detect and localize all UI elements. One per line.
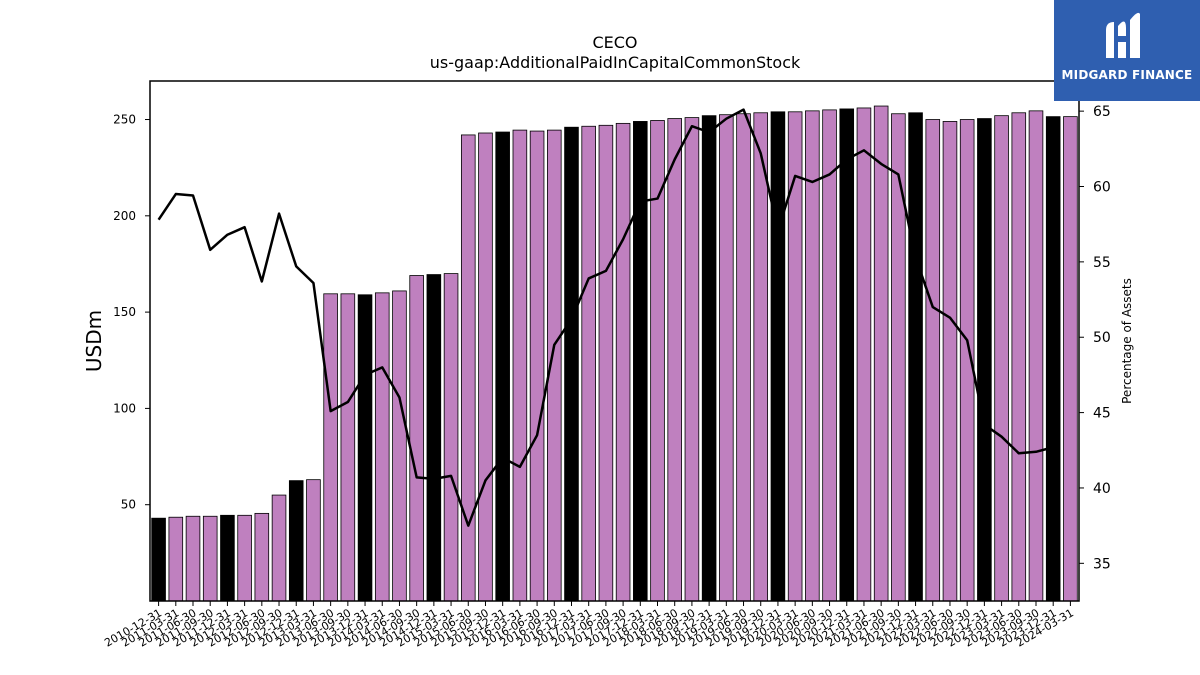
bar [202, 515, 218, 602]
bar [925, 119, 941, 602]
bar [306, 479, 321, 602]
y2-axis-label: Percentage of Assets [1120, 278, 1134, 404]
bar [168, 516, 184, 602]
bar [392, 290, 407, 602]
bar [254, 512, 270, 602]
bar [994, 115, 1009, 602]
bar [1063, 116, 1078, 602]
bar [409, 275, 424, 602]
bar [908, 112, 923, 602]
y2-tick-label: 55 [1093, 255, 1111, 271]
bar [323, 293, 338, 602]
bar [839, 108, 855, 602]
bars-layer [151, 105, 1078, 602]
bar [237, 514, 252, 602]
bar [684, 117, 700, 602]
y2-tick-label: 65 [1093, 104, 1111, 120]
y-tick-label: 100 [113, 401, 136, 415]
bar [151, 517, 166, 602]
bar [633, 121, 648, 602]
chart-subtitle: us-gaap:AdditionalPaidInCapitalCommonSto… [430, 53, 801, 72]
line-layer [157, 108, 1054, 527]
bar [822, 109, 837, 602]
bar [805, 110, 820, 602]
y-tick-label: 50 [121, 498, 136, 512]
bar [1045, 116, 1061, 602]
bar [443, 273, 459, 602]
bar [374, 292, 390, 602]
bar [736, 113, 751, 602]
bar [426, 274, 442, 602]
bar [615, 122, 631, 602]
y2-tick-label: 45 [1093, 406, 1111, 422]
plot-frame [149, 80, 1080, 602]
logo-text: MIDGARD FINANCE [1061, 68, 1193, 82]
y-axis-label: USDm [82, 310, 106, 372]
bar [753, 112, 769, 602]
bar [581, 125, 596, 602]
bar [667, 118, 682, 602]
y2-tick-label: 40 [1093, 481, 1111, 497]
bar [787, 111, 803, 602]
bar [185, 515, 201, 602]
bar [460, 134, 476, 602]
bar [495, 131, 510, 602]
bar [340, 293, 356, 602]
y-tick-label: 150 [113, 305, 136, 319]
bar [891, 113, 906, 602]
y-tick-label: 200 [113, 209, 136, 223]
bar [1028, 110, 1044, 602]
bar [650, 120, 665, 602]
bar [288, 480, 304, 602]
axes-layer: 50100150200250354045505560652010-12-3120… [102, 80, 1111, 650]
bar [220, 514, 235, 602]
logo-mark-icon [1106, 12, 1140, 59]
bar [564, 126, 579, 602]
y2-tick-label: 50 [1093, 330, 1111, 346]
bar [701, 115, 717, 602]
bar [873, 105, 889, 602]
bar [529, 130, 545, 602]
bar [1011, 112, 1027, 602]
bar [719, 114, 734, 602]
midgard-finance-logo: MIDGARD FINANCE [1054, 0, 1200, 101]
bar [598, 124, 614, 602]
bar [512, 129, 528, 602]
y-tick-label: 250 [113, 113, 136, 127]
bar [271, 494, 287, 602]
bar [977, 118, 992, 602]
chart-title: CECO [592, 33, 637, 52]
pct-assets-line [157, 108, 1054, 527]
y2-tick-label: 60 [1093, 180, 1111, 196]
bar [942, 121, 958, 602]
bar [770, 111, 786, 602]
bar [856, 107, 872, 602]
bar [357, 294, 373, 602]
bar [478, 132, 493, 602]
y2-tick-label: 35 [1093, 556, 1111, 572]
